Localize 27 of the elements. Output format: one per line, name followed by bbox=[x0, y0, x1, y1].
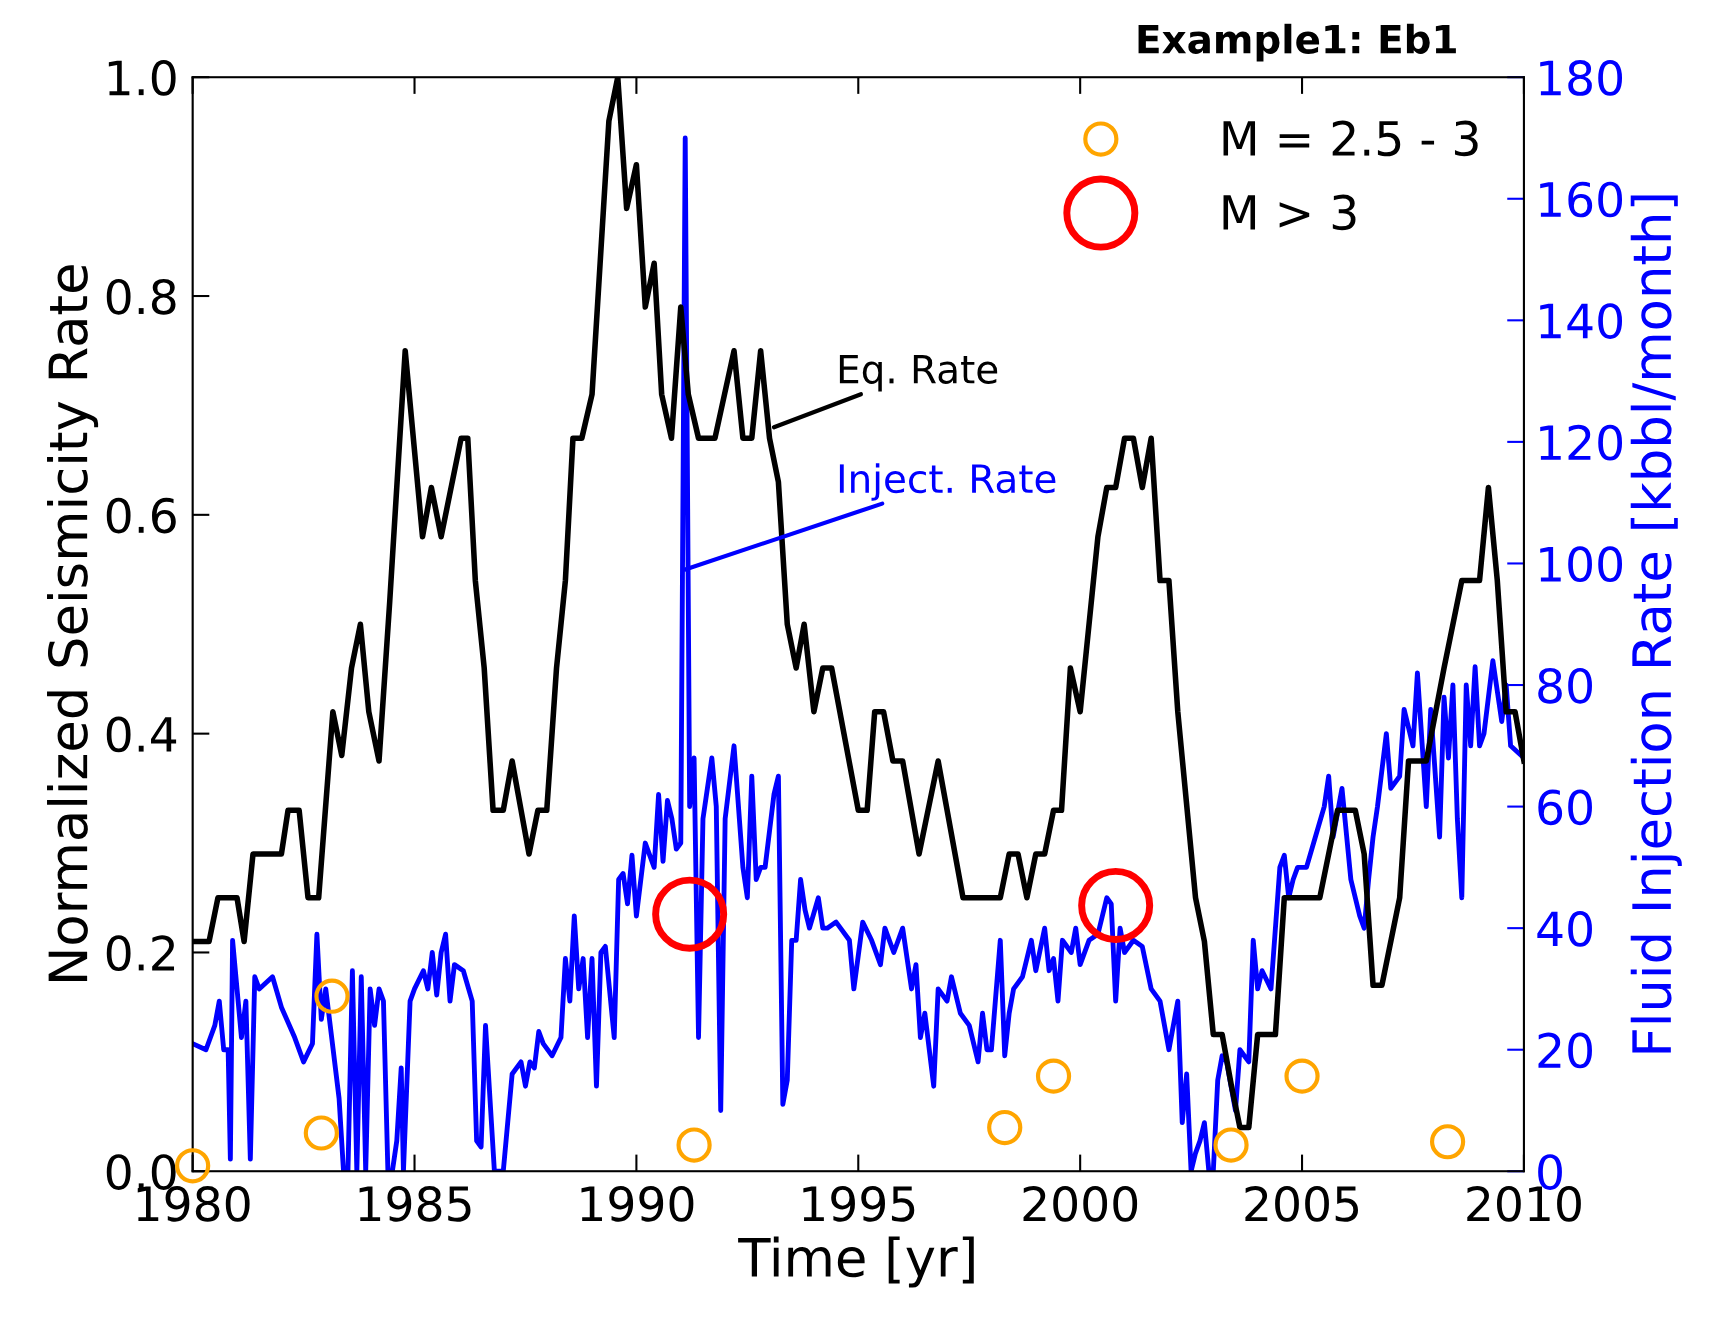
y-tick-label: 0.2 bbox=[106, 935, 175, 972]
x-tick-label: 1985 bbox=[359, 1186, 471, 1222]
y2-tick-label: 60 bbox=[1538, 789, 1592, 826]
y2-tick-label: 80 bbox=[1538, 667, 1592, 704]
x-tick-label: 1990 bbox=[581, 1186, 694, 1222]
legend-label: M = 2.5 - 3 bbox=[1223, 120, 1478, 157]
x-tick-label: 2000 bbox=[1023, 1186, 1138, 1222]
y-tick-label: 0.8 bbox=[106, 278, 176, 315]
chart-title: Example1: Eb1 bbox=[1138, 23, 1456, 62]
annotation: Eq. Rate bbox=[839, 354, 998, 392]
y-tick-label: 0.6 bbox=[106, 497, 176, 534]
x-axis-title: Time [yr] bbox=[738, 1236, 974, 1288]
x-tick-label: 1995 bbox=[803, 1186, 915, 1222]
y-tick-label: 0.4 bbox=[106, 716, 177, 753]
y2-tick-label: 120 bbox=[1540, 424, 1623, 461]
y-tick-label: 1.0 bbox=[108, 60, 176, 96]
y2-tick-label: 40 bbox=[1537, 911, 1592, 947]
y2-tick-label: 20 bbox=[1538, 1032, 1592, 1069]
y2-tick-label: 140 bbox=[1540, 303, 1623, 339]
x-tick-label: 2005 bbox=[1245, 1186, 1358, 1222]
y-axis-title: Normalized Seismicity Rate bbox=[47, 265, 99, 981]
annotation: Inject. Rate bbox=[839, 463, 1056, 501]
legend-label: M > 3 bbox=[1223, 194, 1356, 231]
y2-tick-label: 100 bbox=[1540, 546, 1623, 583]
y2-tick-label: 160 bbox=[1540, 181, 1623, 218]
y2-axis-title: Fluid Injection Rate [kbbl/month] bbox=[1630, 195, 1682, 1053]
y2-tick-label: 180 bbox=[1540, 60, 1623, 96]
